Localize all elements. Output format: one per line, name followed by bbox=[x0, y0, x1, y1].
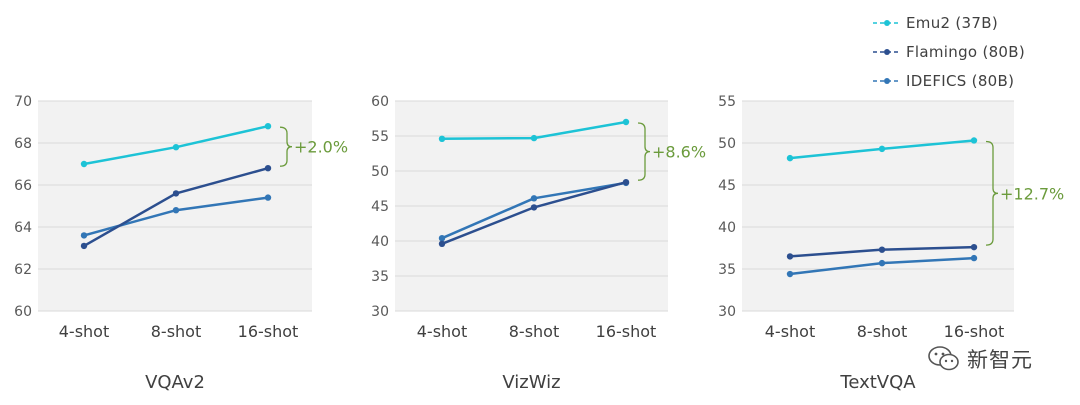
data-point-flamingo bbox=[438, 240, 446, 247]
legend: Emu2 (37B) Flamingo (80B) IDEFICS (80B) bbox=[872, 8, 1072, 95]
data-point-idefics bbox=[878, 259, 886, 267]
x-tick-label: 16-shot bbox=[238, 322, 299, 341]
x-tick-label: 16-shot bbox=[944, 322, 1005, 341]
plot-area bbox=[38, 101, 312, 311]
y-tick-label: 60 bbox=[371, 94, 389, 110]
data-point-emu2 bbox=[970, 137, 978, 144]
y-tick-label: 40 bbox=[718, 220, 736, 236]
data-point-emu2 bbox=[530, 134, 538, 142]
chart-panel-1: 30 35 40 45 50 55 60 4-shot 8-shot 16-shot VizWiz +… bbox=[371, 94, 706, 393]
legend-item-emu2: Emu2 (37B) bbox=[872, 8, 1072, 37]
y-tick-label: 45 bbox=[718, 178, 736, 194]
y-tick-label: 30 bbox=[718, 304, 736, 320]
data-point-emu2 bbox=[878, 145, 886, 153]
data-point-flamingo bbox=[530, 204, 538, 211]
y-tick-label: 45 bbox=[371, 199, 389, 215]
legend-swatch-emu2 bbox=[873, 19, 901, 26]
y-tick-label: 55 bbox=[371, 129, 389, 145]
data-point-emu2 bbox=[80, 160, 88, 168]
wechat-icon bbox=[928, 346, 959, 371]
data-point-flamingo bbox=[622, 179, 630, 186]
improvement-bracket bbox=[985, 140, 999, 246]
x-tick-label: 4-shot bbox=[417, 322, 468, 341]
data-point-idefics bbox=[80, 232, 88, 239]
chart-panel-2: 30 35 40 45 50 55 4-shot 8-shot 16-shot TextVQA +1… bbox=[718, 94, 1064, 393]
legend-swatch-idefics bbox=[873, 77, 901, 84]
y-tick-label: 40 bbox=[371, 234, 389, 250]
data-point-idefics bbox=[438, 235, 446, 242]
data-point-emu2 bbox=[622, 118, 630, 126]
improvement-bracket bbox=[279, 126, 293, 167]
plot-area bbox=[742, 101, 1014, 311]
data-point-flamingo bbox=[172, 190, 180, 197]
data-point-idefics bbox=[172, 207, 180, 214]
improvement-label: +8.6% bbox=[652, 143, 706, 162]
legend-label-idefics: IDEFICS (80B) bbox=[906, 71, 1015, 90]
data-point-flamingo bbox=[970, 243, 978, 251]
x-tick-label: 16-shot bbox=[596, 322, 657, 341]
watermark-text: 新智元 bbox=[967, 348, 1033, 372]
y-tick-label: 66 bbox=[14, 178, 32, 194]
y-tick-label: 60 bbox=[14, 304, 32, 320]
data-point-flamingo bbox=[786, 253, 794, 260]
y-tick-label: 55 bbox=[718, 94, 736, 110]
chart-title: TextVQA bbox=[839, 372, 916, 393]
legend-label-flamingo: Flamingo (80B) bbox=[906, 42, 1026, 61]
improvement-label: +2.0% bbox=[294, 138, 348, 157]
x-tick-label: 4-shot bbox=[765, 322, 816, 341]
y-tick-label: 35 bbox=[718, 262, 736, 278]
legend-item-idefics: IDEFICS (80B) bbox=[872, 66, 1072, 95]
x-tick-label: 8-shot bbox=[509, 322, 560, 341]
data-point-flamingo bbox=[80, 242, 88, 250]
y-tick-label: 50 bbox=[371, 164, 389, 180]
y-tick-label: 70 bbox=[14, 94, 32, 110]
y-tick-label: 68 bbox=[14, 136, 32, 152]
watermark: 新智元 bbox=[927, 339, 1033, 379]
y-tick-label: 50 bbox=[718, 136, 736, 152]
improvement-bracket bbox=[637, 122, 651, 181]
data-point-flamingo bbox=[878, 246, 886, 253]
data-point-idefics bbox=[264, 194, 272, 201]
chart-title: VQAv2 bbox=[145, 372, 205, 393]
chart-panel-0: 60 62 64 66 68 70 4-shot 8-shot 16-shot VQAv2 +2.0… bbox=[14, 94, 348, 393]
y-tick-label: 62 bbox=[14, 262, 32, 278]
data-point-emu2 bbox=[438, 135, 446, 142]
x-tick-label: 8-shot bbox=[151, 322, 202, 341]
x-tick-label: 8-shot bbox=[857, 322, 908, 341]
data-point-idefics bbox=[786, 270, 794, 278]
legend-item-flamingo: Flamingo (80B) bbox=[872, 37, 1072, 66]
y-tick-label: 30 bbox=[371, 304, 389, 320]
x-tick-label: 4-shot bbox=[59, 322, 110, 341]
data-point-idefics bbox=[970, 254, 978, 262]
data-point-emu2 bbox=[786, 154, 794, 162]
y-tick-label: 64 bbox=[14, 220, 32, 236]
data-point-idefics bbox=[530, 195, 538, 202]
data-point-flamingo bbox=[264, 165, 272, 172]
data-point-emu2 bbox=[264, 123, 272, 130]
chart-title: VizWiz bbox=[502, 372, 560, 393]
y-tick-label: 35 bbox=[371, 269, 389, 285]
data-point-emu2 bbox=[172, 144, 180, 151]
improvement-label: +12.7% bbox=[1000, 184, 1064, 203]
legend-label-emu2: Emu2 (37B) bbox=[906, 13, 998, 32]
legend-swatch-flamingo bbox=[873, 48, 901, 55]
